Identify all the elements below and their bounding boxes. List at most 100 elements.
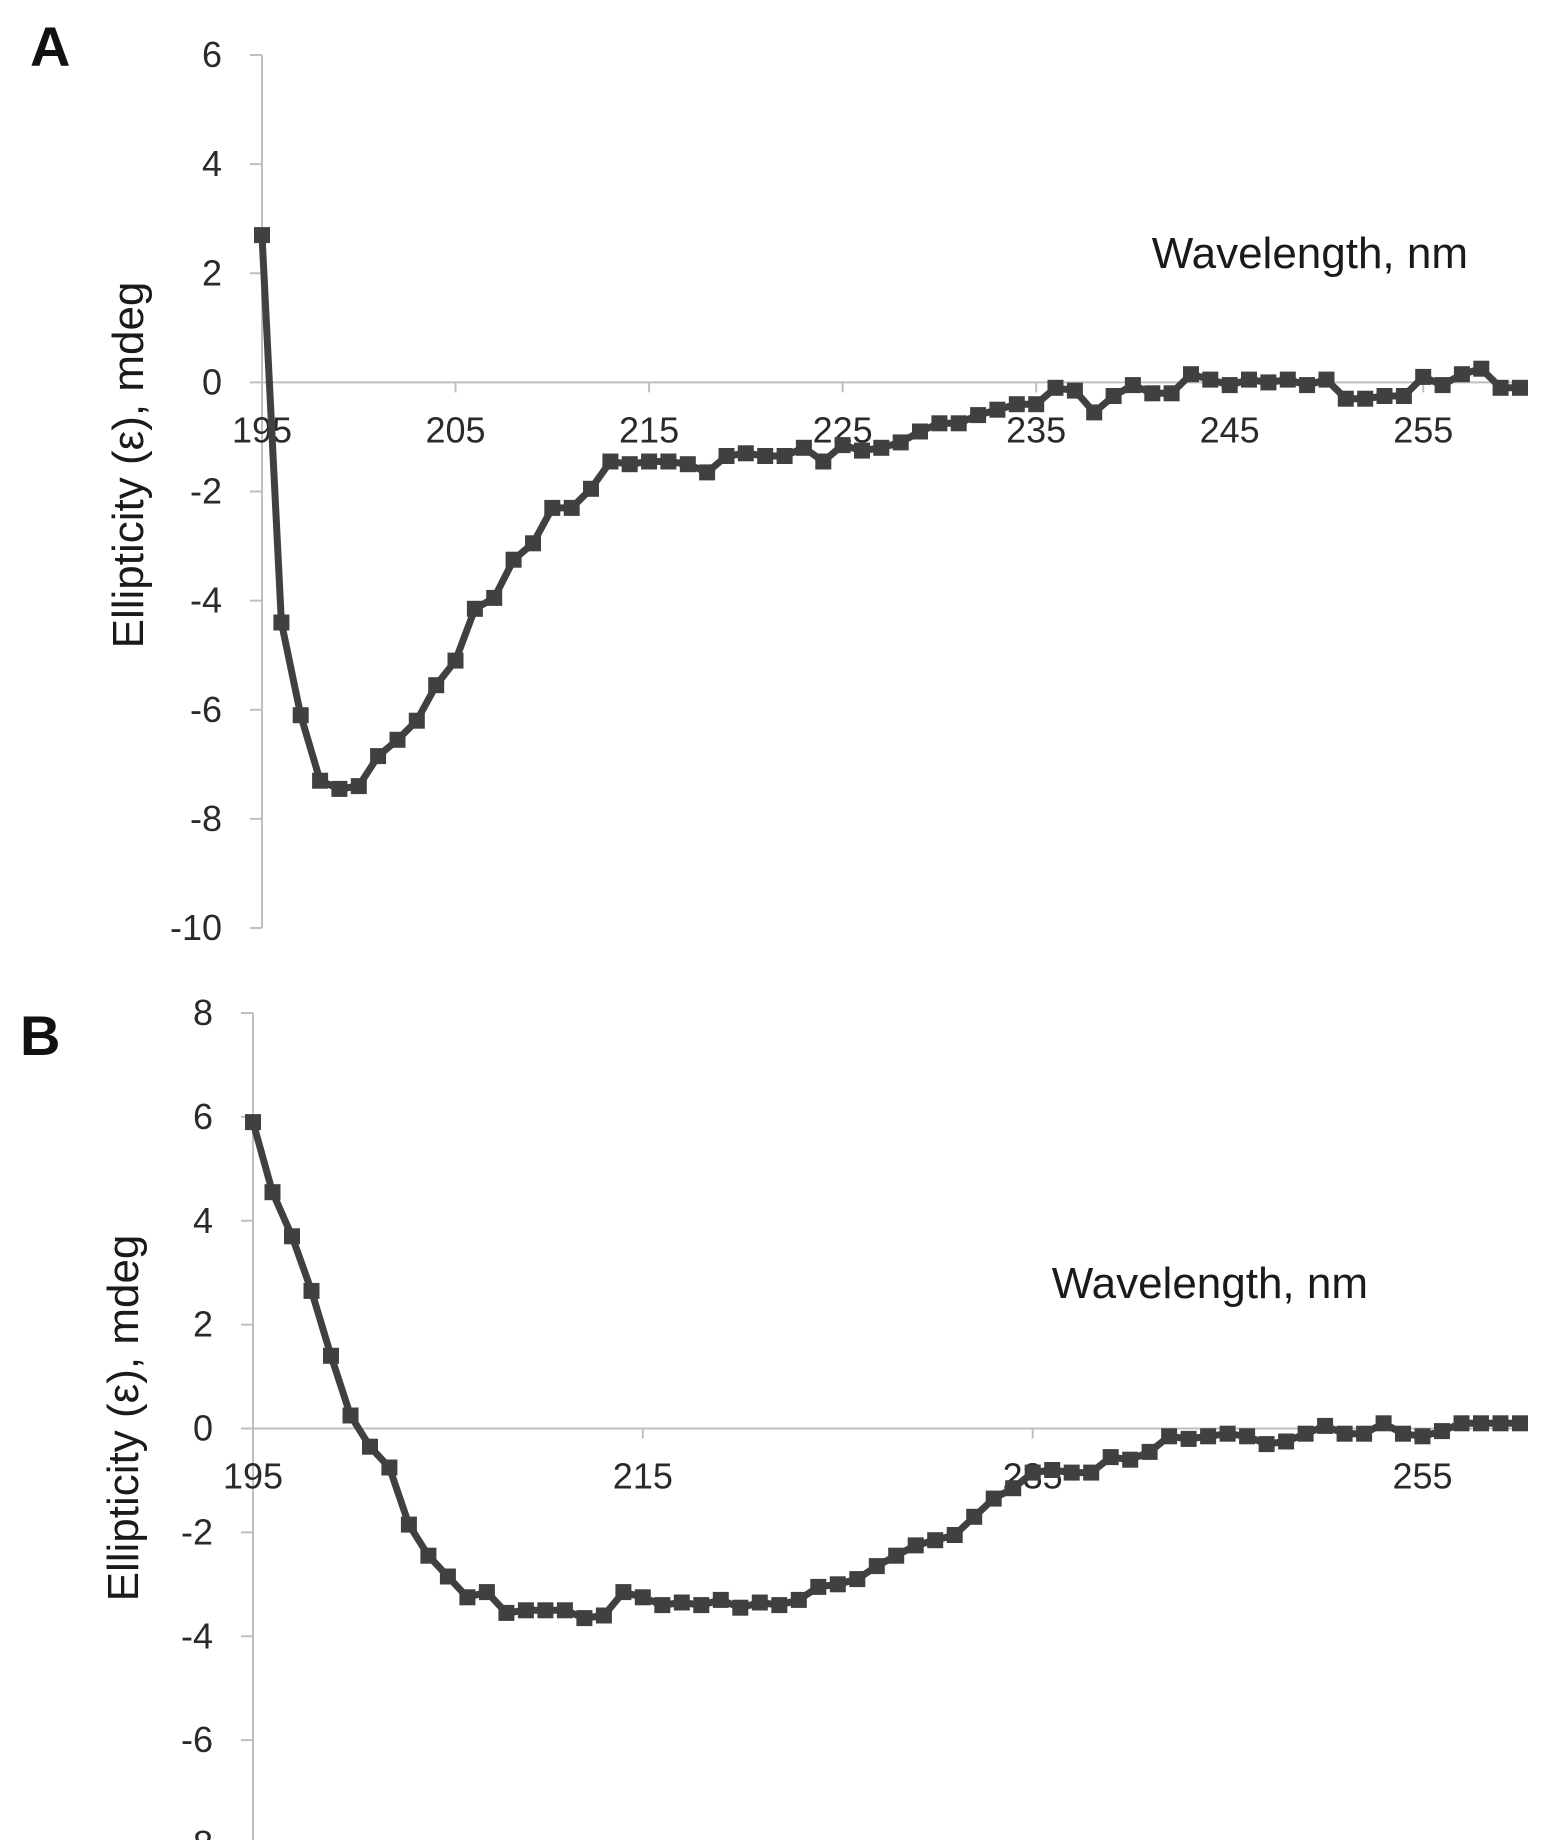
panel-a-y-tick-label: 2	[202, 252, 222, 293]
panel-b-series	[245, 1114, 1528, 1627]
panel-a-data-point	[1492, 379, 1509, 396]
panel-a-data-point	[1086, 404, 1103, 421]
panel-b-data-point	[439, 1568, 456, 1585]
panel-a-data-point	[660, 453, 677, 470]
panel-b-data-point	[342, 1407, 359, 1424]
panel-a-data-point	[408, 712, 425, 729]
panel-b-data-point	[362, 1438, 378, 1455]
panel-a-data-point	[1202, 371, 1219, 388]
panel-b-y-tick-label: -2	[181, 1511, 213, 1552]
panel-a-data-point	[1124, 377, 1141, 394]
panel-b-data-point	[1278, 1433, 1295, 1450]
panel-a-data-point	[428, 677, 445, 694]
panel-b-y-tick-label: 0	[193, 1408, 213, 1449]
panel-a-data-point	[447, 652, 464, 669]
panel-a-y-tick-label: -8	[190, 798, 222, 839]
panel-a-data-point	[1318, 371, 1335, 388]
panel-a-data-point	[621, 456, 638, 473]
panel-b-data-point	[245, 1114, 261, 1131]
panel-a-x-tick-label: 205	[425, 409, 485, 450]
panel-a-data-point	[1008, 396, 1025, 413]
panel-b-x-tick-label: 195	[223, 1456, 283, 1497]
panel-b-data-point	[1122, 1451, 1139, 1468]
panel-b-data-point	[1239, 1428, 1256, 1445]
panel-a-data-point	[1473, 360, 1490, 377]
panel-b-data-point	[595, 1607, 612, 1624]
panel-a-y-tick-label: 6	[202, 34, 222, 75]
panel-a-data-point	[1183, 366, 1199, 383]
panel-b-data-point	[615, 1584, 632, 1601]
panel-b-data-point	[517, 1602, 534, 1619]
panel-a-x-tick-label: 255	[1393, 409, 1453, 450]
panel-b-data-point	[498, 1604, 515, 1621]
panel-b-data-point	[1180, 1430, 1197, 1447]
panel-b-y-tick-label: -4	[181, 1615, 213, 1656]
panel-b-data-point	[673, 1594, 690, 1611]
panel-a-x-tick-label: 215	[619, 409, 679, 450]
panel-a-data-point	[370, 748, 387, 765]
panel-b-data-point	[1024, 1464, 1041, 1481]
panel-b-data-point	[985, 1490, 1002, 1507]
panel-a-data-point	[1453, 366, 1470, 383]
panel-a-data-point	[505, 551, 522, 568]
panel-b-data-point	[771, 1597, 788, 1614]
panel-b-data-point	[284, 1228, 300, 1245]
panel-b-data-point	[1258, 1436, 1275, 1453]
panel-b-data-point	[1492, 1415, 1509, 1432]
panel-a-data-point	[854, 442, 870, 459]
panel-a-data-point	[254, 227, 270, 244]
panel-b-data-point	[1473, 1415, 1489, 1432]
panel-a-data-point	[544, 499, 561, 516]
panel-b-data-point	[1161, 1428, 1178, 1445]
panel-a-y-tick-label: 4	[202, 143, 222, 184]
panel-a-data-point	[892, 434, 909, 451]
panel-a-data-point	[486, 589, 503, 606]
panel-a-data-point	[1163, 385, 1180, 402]
panel-b-data-point	[946, 1527, 963, 1543]
panel-b-data-point	[966, 1508, 983, 1525]
panel-a-data-point	[583, 480, 599, 497]
panel-a-data-point	[718, 448, 735, 464]
panel-b-data-point	[1434, 1423, 1450, 1440]
panel-a-data-point	[1376, 388, 1393, 404]
panel-b-data-point	[537, 1602, 554, 1619]
panel-a-data-point	[1144, 385, 1161, 402]
panel-a-data-point	[1241, 371, 1257, 388]
panel-a-data-point	[350, 778, 367, 795]
panel-a-data-point	[331, 780, 348, 797]
panel-a-data-point	[1299, 377, 1316, 394]
panel-b-data-point	[303, 1282, 320, 1299]
panel-b-data-point	[927, 1532, 944, 1549]
panel-a-data-point	[563, 499, 580, 516]
panel-b-x-tick-label: 255	[1392, 1456, 1452, 1497]
panel-a-data-point	[950, 415, 967, 432]
panel-a-data-point	[312, 772, 329, 789]
panel-a-data-point	[641, 453, 658, 470]
panel-a-data-point	[1337, 390, 1354, 407]
panel-b-data-point	[868, 1558, 885, 1575]
panel-a-y-tick-label: -10	[170, 907, 222, 948]
panel-b-data-point	[732, 1599, 749, 1616]
panel-b-data-point	[1102, 1449, 1119, 1466]
panel-a-x-axis-title: Wavelength, nm	[1152, 229, 1468, 278]
panel-a-data-point	[931, 415, 948, 432]
panel-a-data-point	[466, 600, 483, 617]
panel-b-data-point	[420, 1547, 437, 1564]
panel-b-data-point	[654, 1597, 671, 1614]
panel-b-data-point	[634, 1589, 651, 1606]
panel-a-data-point	[602, 453, 619, 470]
panel-b-data-point	[1395, 1425, 1411, 1442]
panel-b-data-point	[790, 1591, 807, 1608]
panel-b-data-point	[1375, 1415, 1392, 1432]
panel-a-y-tick-label: -4	[190, 580, 222, 621]
panel-a-data-point	[1028, 396, 1045, 413]
panel-b-data-point	[1200, 1428, 1217, 1445]
panel-b-letter: B	[20, 1004, 60, 1067]
panel-b-data-point	[264, 1184, 281, 1201]
panel-b-data-point	[323, 1347, 339, 1364]
panel-a-y-tick-labels: 6 4 2 0 -2 -4 -6 -8 -10	[170, 34, 222, 948]
panel-b-data-point	[478, 1584, 495, 1601]
panel-a-x-tick-label: 235	[1006, 409, 1066, 450]
